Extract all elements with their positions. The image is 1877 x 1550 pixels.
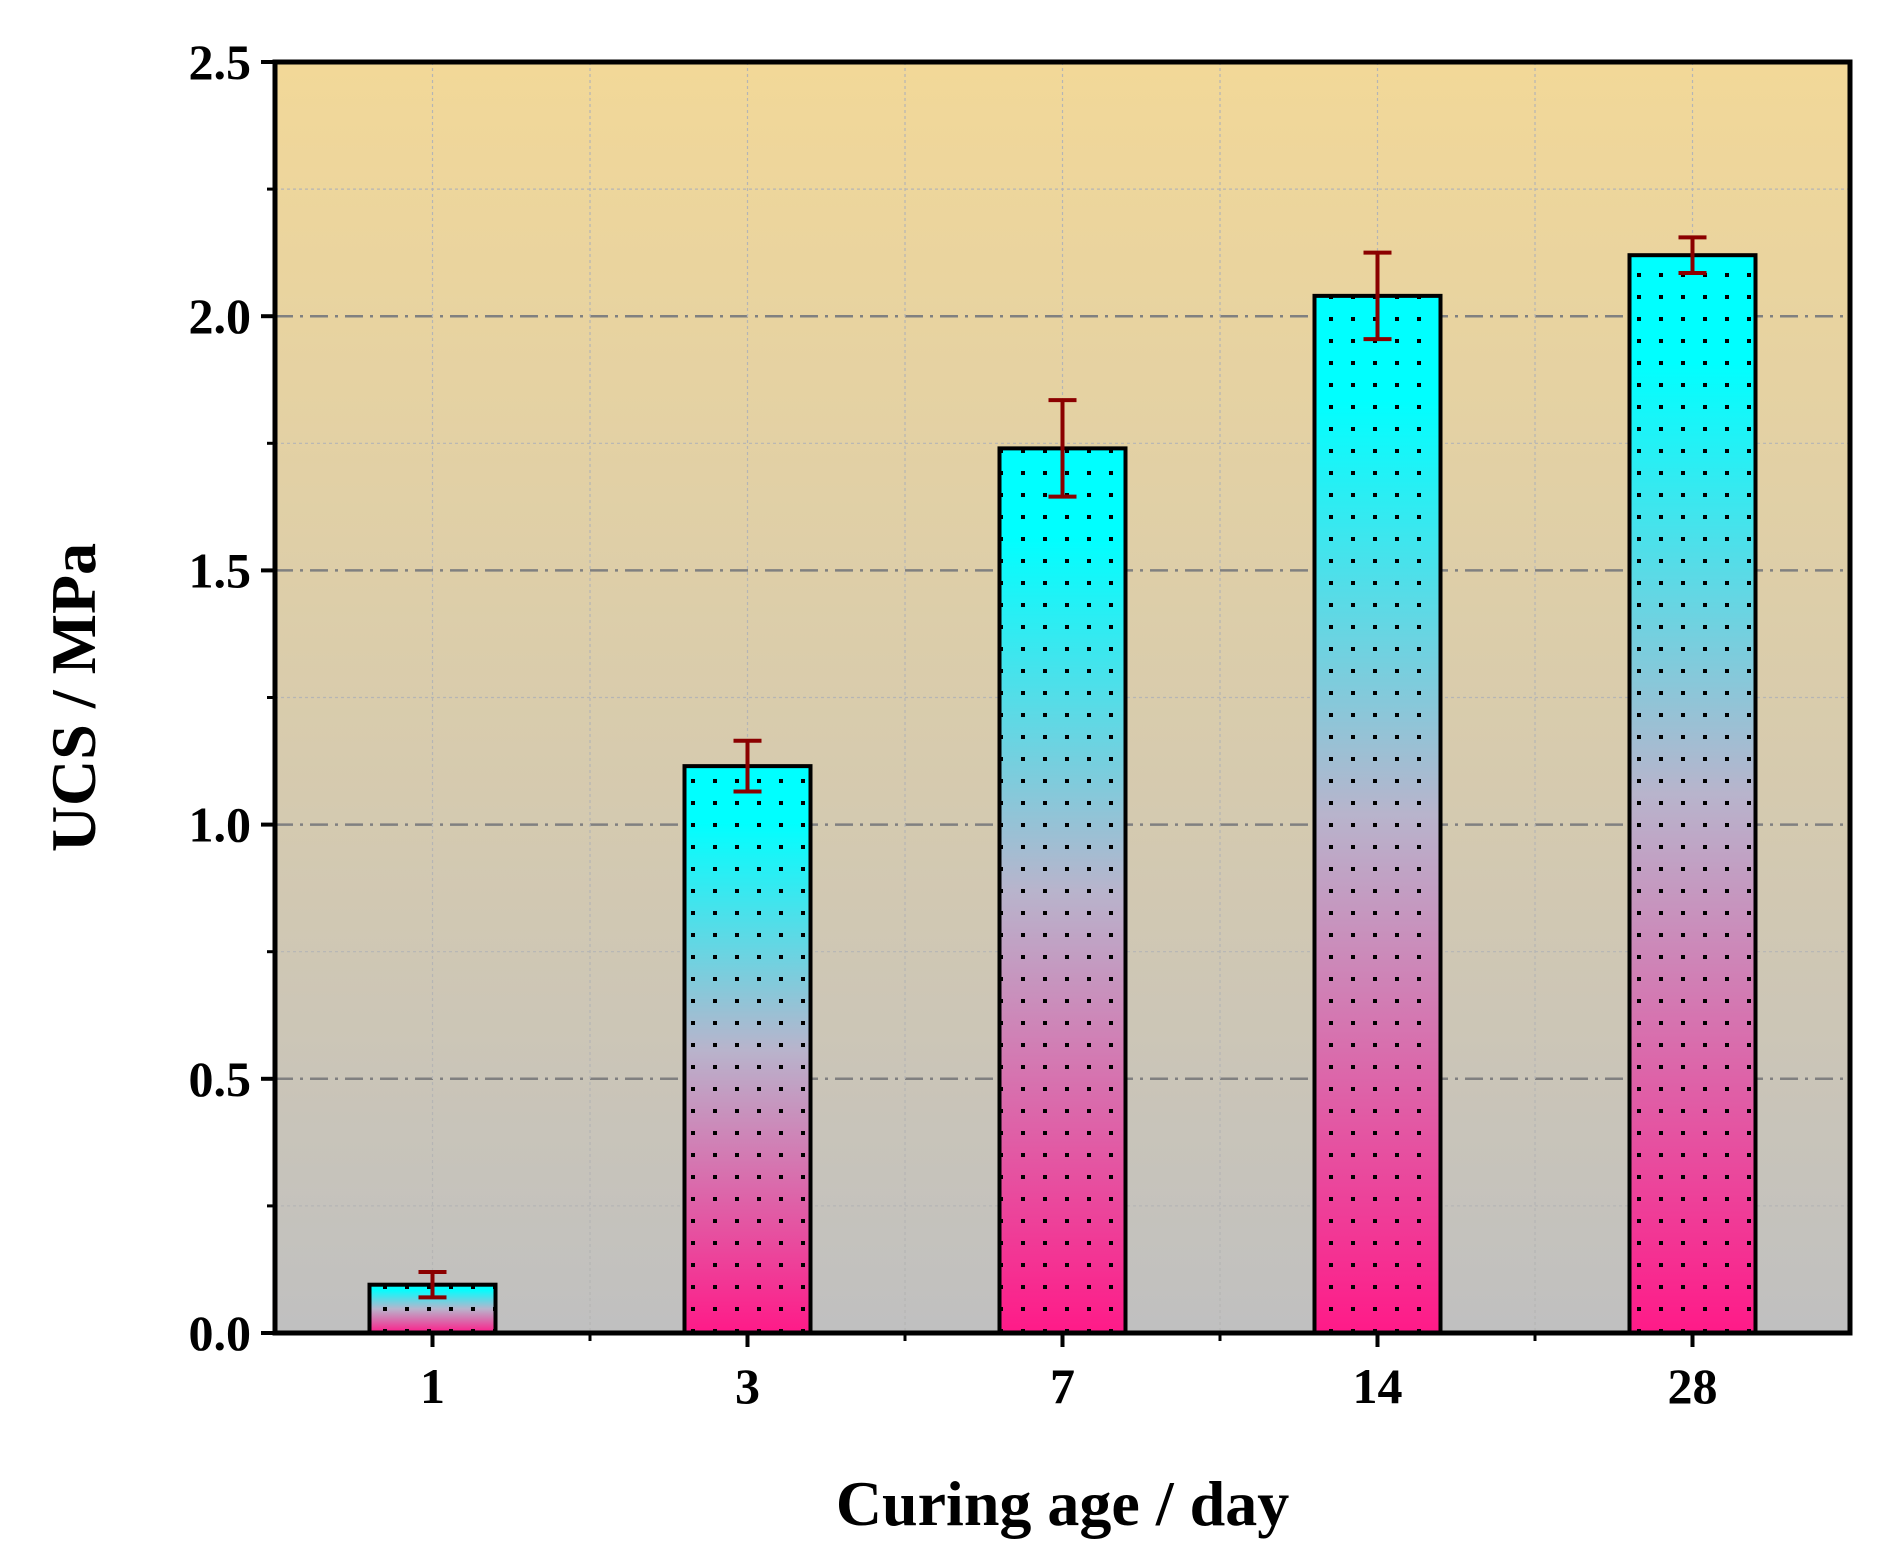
y-tick-label: 1.0 xyxy=(189,797,252,853)
y-tick-label: 1.5 xyxy=(189,542,252,598)
bar-pattern-14 xyxy=(1314,295,1441,1333)
x-tick-label: 7 xyxy=(1050,1358,1075,1414)
x-tick-label: 3 xyxy=(735,1358,760,1414)
bar-pattern-3 xyxy=(684,766,811,1333)
x-axis-title: Curing age / day xyxy=(836,1468,1289,1539)
bar-pattern-7 xyxy=(999,448,1126,1333)
y-tick-label: 2.5 xyxy=(189,34,252,90)
x-tick-label: 1 xyxy=(420,1358,445,1414)
x-tick-label: 14 xyxy=(1353,1358,1403,1414)
bar-pattern-28 xyxy=(1629,255,1756,1333)
axes: 0.0 0.5 1.0 1.5 2.0 2.5 1 3 7 14 28 xyxy=(189,34,1718,1414)
y-axis-title: UCS / MPa xyxy=(38,543,109,852)
y-tick-label: 0.5 xyxy=(189,1051,252,1107)
y-tick-label: 0.0 xyxy=(189,1305,252,1361)
error-bars xyxy=(418,235,1707,1300)
x-tick-label: 28 xyxy=(1668,1358,1718,1414)
y-tick-label: 2.0 xyxy=(189,288,252,344)
bars xyxy=(367,253,1758,1336)
